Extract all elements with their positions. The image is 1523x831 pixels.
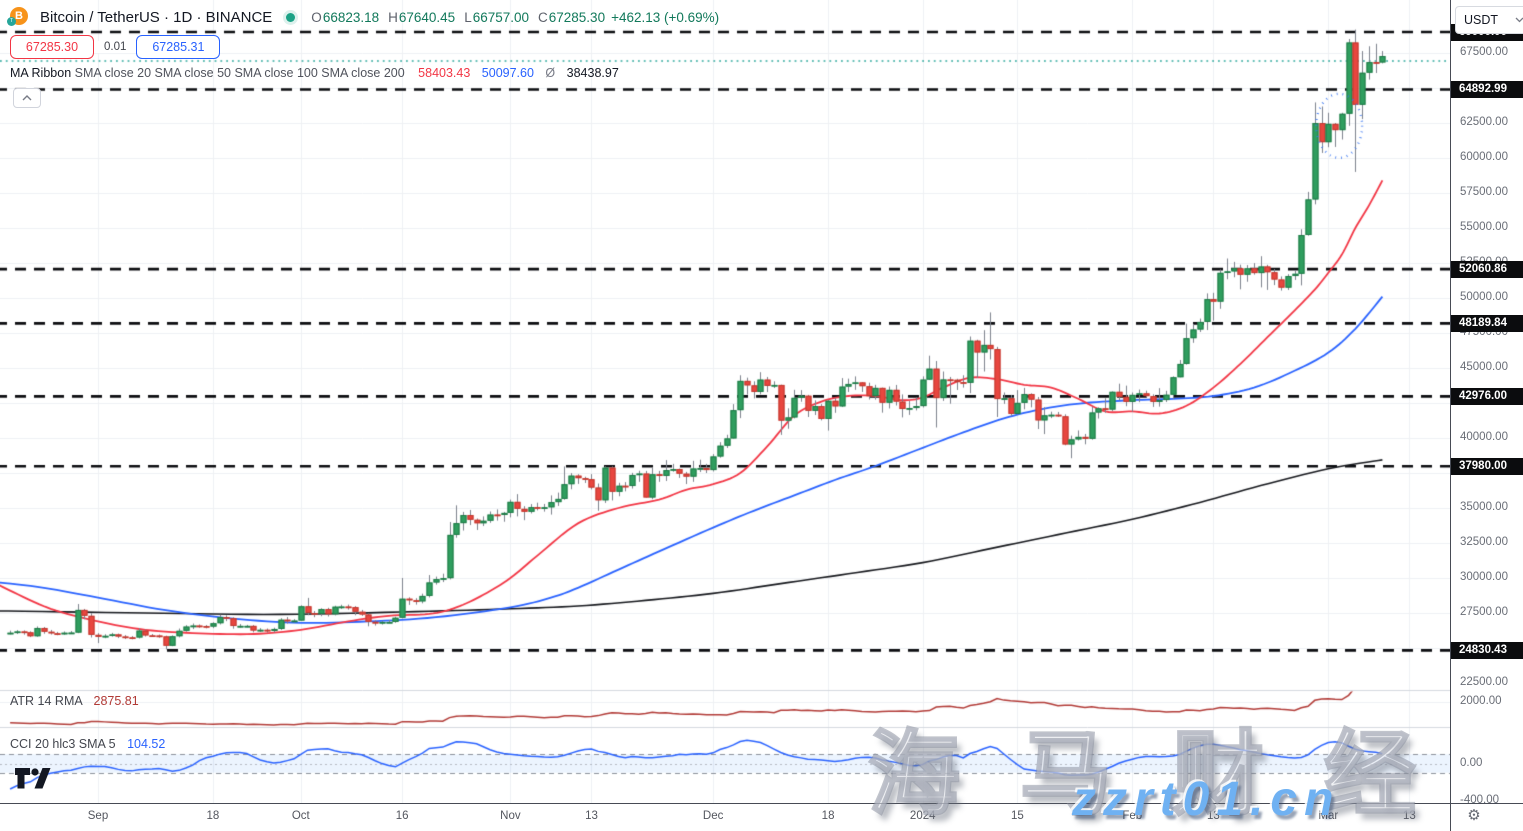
time-axis-label: Sep (87, 810, 109, 822)
time-axis-label: Dec (702, 810, 724, 822)
price-level-label: 52060.86 (1451, 260, 1523, 278)
chart-canvas[interactable] (0, 0, 1450, 803)
price-tick-label: 22500.00 (1460, 676, 1508, 688)
open-value: 66823.18 (322, 9, 380, 25)
price-level-label: 64892.99 (1451, 80, 1523, 98)
time-axis-label: Feb (1122, 810, 1143, 822)
ma-ribbon-params: SMA close 20 SMA close 50 SMA close 100 … (74, 66, 405, 80)
cci-value: 104.52 (127, 737, 166, 751)
price-level-label: 42976.00 (1451, 387, 1523, 405)
symbol-pair-logo-icon: B T (7, 7, 30, 27)
symbol-header: B T Bitcoin / TetherUS · 1D · BINANCE O6… (7, 6, 720, 28)
tradingview-logo-icon[interactable] (15, 768, 51, 794)
time-axis-label: 18 (821, 810, 835, 822)
sma50-value: 50097.60 (481, 66, 534, 80)
symbol-title[interactable]: Bitcoin / TetherUS · 1D · BINANCE (40, 8, 273, 26)
time-axis-label: Nov (500, 810, 521, 822)
cci-title: CCI 20 hlc3 SMA 5 (10, 737, 116, 751)
atr-title: ATR 14 RMA (10, 694, 83, 708)
price-tick-label: 32500.00 (1460, 536, 1508, 548)
gear-icon[interactable]: ⚙ (1467, 807, 1481, 824)
price-tick-label: 67500.00 (1460, 46, 1508, 58)
time-axis-label: 13 (1206, 810, 1220, 822)
price-tick-label: 50000.00 (1460, 291, 1508, 303)
time-axis-label: Mar (1318, 810, 1339, 822)
price-level-label: 37980.00 (1451, 457, 1523, 475)
price-axis[interactable]: USDT 67500.00 62500.00 60000.00 57500.00 550… (1450, 0, 1523, 806)
close-value: 67285.30 (548, 9, 606, 25)
price-tick-label: 30000.00 (1460, 571, 1508, 583)
chevron-down-icon (1515, 17, 1523, 23)
tether-icon: T (7, 17, 16, 26)
currency-select[interactable]: USDT (1455, 6, 1523, 34)
low-label: L (464, 9, 472, 25)
time-axis-label: 13 (1403, 810, 1416, 822)
atr-tick-label: 2000.00 (1460, 695, 1502, 707)
close-label: C (538, 9, 548, 25)
price-tick-label: 60000.00 (1460, 151, 1508, 163)
time-axis-label: 2024 (909, 810, 936, 822)
price-tick-label: 55000.00 (1460, 221, 1508, 233)
price-tick-label: 57500.00 (1460, 186, 1508, 198)
ma-ribbon-title: MA Ribbon (10, 66, 72, 80)
collapse-legend-button[interactable] (13, 88, 41, 108)
time-axis-corner (1450, 804, 1523, 831)
time-axis[interactable]: Sep 18 Oct 16 Nov 13 Dec 18 2024 15 Feb 13 Mar 13 (0, 803, 1523, 831)
cci-tick-label: -400.00 (1460, 793, 1500, 806)
change-value: +462.13 (+0.69%) (611, 9, 720, 25)
sma200-value: 38438.97 (566, 66, 619, 80)
time-axis-label: Oct (291, 810, 310, 822)
ohlc-values: O66823.18 H67640.45 L66757.00 C67285.30 (311, 10, 605, 25)
buy-button[interactable]: 67285.31 (136, 35, 221, 59)
cci-tick-label: 0.00 (1460, 756, 1483, 769)
chevron-up-icon (22, 95, 32, 101)
time-axis-label: 18 (206, 810, 220, 822)
price-tick-label: 27500.00 (1460, 606, 1508, 618)
open-label: O (311, 9, 322, 25)
price-tick-label: 35000.00 (1460, 501, 1508, 513)
sma20-value: 58403.43 (418, 66, 471, 80)
price-level-label: 48189.84 (1451, 314, 1523, 332)
currency-label: USDT (1464, 13, 1499, 27)
time-axis-label: 16 (395, 810, 409, 822)
ma-ribbon-legend[interactable]: MA Ribbon SMA close 20 SMA close 50 SMA … (10, 66, 619, 80)
price-tick-label: 62500.00 (1460, 116, 1508, 128)
time-axis-label: 15 (1010, 810, 1024, 822)
sma100-hidden-value: Ø (545, 66, 556, 80)
atr-value: 2875.81 (93, 694, 139, 708)
cci-legend[interactable]: CCI 20 hlc3 SMA 5 104.52 (10, 737, 165, 751)
high-label: H (388, 9, 398, 25)
price-tick-label: 40000.00 (1460, 431, 1508, 443)
market-status-dot-icon[interactable] (286, 12, 296, 22)
sell-button[interactable]: 67285.30 (10, 35, 94, 59)
time-axis-label: 13 (585, 810, 598, 822)
atr-legend[interactable]: ATR 14 RMA 2875.81 (10, 694, 139, 708)
low-value: 66757.00 (472, 9, 530, 25)
high-value: 67640.45 (398, 9, 456, 25)
order-panel: 67285.30 0.01 67285.31 (10, 35, 221, 59)
price-level-label: 24830.43 (1451, 641, 1523, 659)
price-tick-label: 45000.00 (1460, 361, 1508, 373)
spread-value: 0.01 (94, 41, 137, 53)
